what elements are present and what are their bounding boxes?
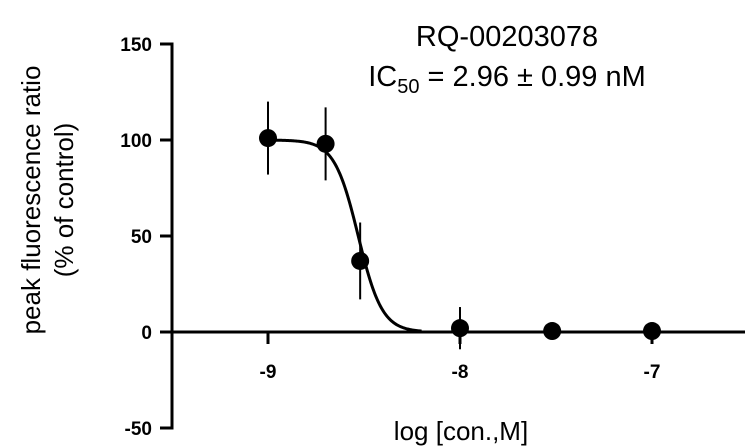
data-points (259, 129, 661, 341)
fit-curve (267, 138, 422, 333)
subtitle-suffix: = 2.96 ± 0.99 nM (419, 61, 645, 93)
x-tick-label: -9 (260, 362, 277, 383)
x-tick-label: -7 (644, 362, 661, 383)
data-point (543, 322, 562, 341)
y-tick-label: 50 (131, 227, 152, 248)
data-point (643, 322, 661, 341)
ticks: 150 100 50 0 -50 -9 -8 -7 (120, 35, 660, 440)
data-point (351, 251, 370, 270)
error-bars (267, 101, 461, 350)
subtitle-subscript: 50 (397, 76, 419, 98)
chart-subtitle: IC50 = 2.96 ± 0.99 nM (368, 61, 646, 98)
y-tick-label: 100 (120, 131, 152, 152)
y-axis-label-line2: (% of control) (49, 123, 79, 278)
y-tick-label: 150 (120, 35, 152, 56)
data-point (451, 319, 469, 338)
x-axis-label: log [con.,M] (394, 416, 528, 446)
fit-curve-group (267, 138, 422, 333)
x-tick-label: -8 (452, 362, 469, 383)
subtitle-prefix: IC (368, 61, 397, 93)
data-point (316, 134, 335, 153)
y-axis-label-line1: peak fluorescence ratio (16, 66, 46, 335)
y-tick-label: -50 (125, 419, 152, 440)
data-point (259, 129, 277, 148)
chart-title: RQ-00203078 (416, 21, 598, 53)
y-tick-label: 0 (141, 323, 152, 344)
